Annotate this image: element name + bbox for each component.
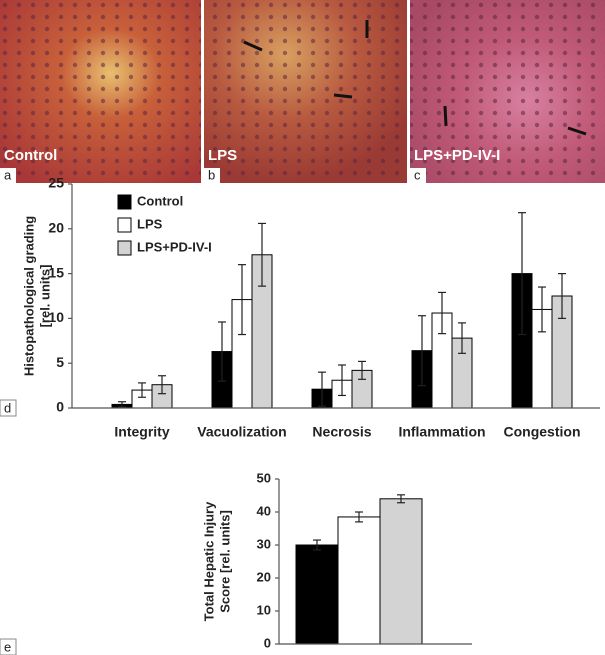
y-axis-label: Histopathological grading [21,216,36,376]
arrows [243,20,587,136]
caption: LPS [208,147,237,164]
bar [295,544,339,645]
y-tick-label: 20 [48,220,64,236]
x-tick-label: Necrosis [312,424,371,440]
arrow [243,40,263,52]
panel-letter-box [0,638,17,655]
y-tick-label: 50 [257,470,271,485]
y-tick-label: 5 [56,354,64,370]
y-axis-label: Total Hepatic Injury [201,501,216,621]
micrograph-texture [410,0,605,183]
micrograph-texture [204,0,407,183]
panel-letter: d [4,400,11,415]
legend-label: LPS [137,216,163,231]
arrow [333,93,353,99]
panel-letter-box [204,168,220,183]
caption: LPS+PD-IV-I [414,147,500,164]
micrograph-texture [0,0,201,183]
x-tick-label: Vacuolization [197,424,286,440]
bar [337,516,381,645]
panel-letter-box [0,399,17,417]
y-axis-label: [rel. units] [37,265,52,328]
legend-swatch [117,240,132,256]
y-tick-label: 30 [257,536,271,551]
x-tick-label: Inflammation [398,424,485,440]
arrow [567,126,587,136]
panel-letter-box [410,168,426,183]
y-tick-label: 0 [264,635,271,650]
x-tick-label: Congestion [504,424,581,440]
panel-letter-box [0,168,16,183]
panel-letter: b [208,167,215,182]
caption: Control [4,147,57,164]
y-tick-label: 0 [56,399,64,415]
y-tick-label: 20 [257,569,271,584]
micrographs: Control LPS LPS+PD-IV-I a b c [0,0,605,183]
y-tick-label: 10 [48,309,64,325]
y-tick-label: 40 [257,503,271,518]
legend-label: LPS+PD-IV-I [137,239,212,254]
legend-swatch [117,217,132,233]
panel-letter: c [414,167,421,182]
y-tick-label: 25 [48,175,64,191]
bar [379,498,423,645]
legend-swatch [117,194,132,210]
y-tick-label: 15 [48,264,64,280]
x-tick-label: Integrity [114,424,169,440]
legend-label: Control [137,193,183,208]
y-axis-label: Score [rel. units] [217,510,232,613]
arrow [443,105,448,127]
panel-letter: e [4,639,11,654]
panel-letter: a [4,167,12,182]
y-tick-label: 10 [257,602,271,617]
